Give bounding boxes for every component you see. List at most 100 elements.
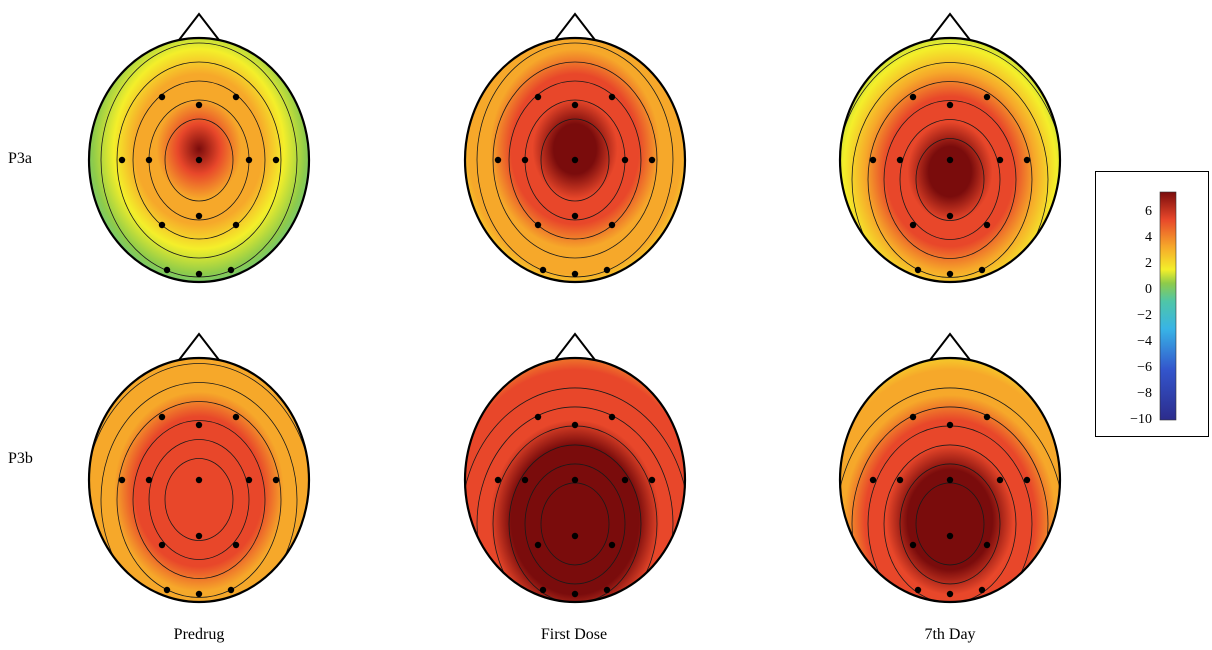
- electrode-dot: [245, 476, 253, 484]
- electrode-dot: [534, 413, 542, 421]
- head-map-p3a-first-dose: [463, 12, 687, 284]
- electrode-dot: [946, 212, 954, 220]
- electrode-dot: [996, 476, 1004, 484]
- electrode-dot: [227, 266, 235, 274]
- electrode-dot: [163, 266, 171, 274]
- electrode-dot: [145, 476, 153, 484]
- electrode-dot: [245, 156, 253, 164]
- column-label-predrug: Predrug: [173, 626, 225, 643]
- electrode-dot: [272, 476, 280, 484]
- electrode-dot: [946, 101, 954, 109]
- head-map-p3a-predrug: [87, 12, 311, 284]
- electrode-dot: [195, 101, 203, 109]
- electrode-dot: [232, 93, 240, 101]
- electrode-dot: [521, 476, 529, 484]
- electrode-dot: [539, 266, 547, 274]
- electrode-dot: [909, 413, 917, 421]
- electrode-dot: [521, 156, 529, 164]
- electrode-dot: [909, 541, 917, 549]
- electrode-dot: [195, 590, 203, 598]
- electrode-dot: [869, 476, 877, 484]
- electrode-dot: [946, 590, 954, 598]
- electrode-dot: [571, 212, 579, 220]
- electrode-dot: [145, 156, 153, 164]
- electrode-dot: [195, 156, 203, 164]
- electrode-dot: [118, 476, 126, 484]
- colorbar-tick-label: −2: [1137, 307, 1152, 323]
- electrode-dot: [158, 221, 166, 229]
- electrode-dot: [1023, 476, 1031, 484]
- electrode-dot: [946, 270, 954, 278]
- electrode-dot: [608, 413, 616, 421]
- electrode-dot: [896, 156, 904, 164]
- column-label-first-dose: First Dose: [540, 626, 608, 643]
- electrode-dot: [534, 541, 542, 549]
- colorbar-gradient: [1159, 191, 1177, 421]
- electrode-dot: [914, 266, 922, 274]
- electrode-dot: [621, 156, 629, 164]
- electrode-dot: [195, 476, 203, 484]
- electrode-dot: [909, 93, 917, 101]
- electrode-dot: [232, 413, 240, 421]
- electrode-dot: [158, 93, 166, 101]
- electrode-dot: [983, 221, 991, 229]
- row-label-p3b: P3b: [8, 450, 33, 467]
- electrode-dot: [195, 532, 203, 540]
- electrode-dot: [534, 93, 542, 101]
- electrode-dot: [946, 532, 954, 540]
- electrode-dot: [571, 532, 579, 540]
- electrode-dot: [946, 421, 954, 429]
- electrode-dot: [909, 221, 917, 229]
- electrode-dot: [983, 413, 991, 421]
- colorbar-tick-label: −10: [1130, 412, 1152, 427]
- electrode-dot: [195, 421, 203, 429]
- electrode-dot: [608, 541, 616, 549]
- row-label-p3a: P3a: [8, 150, 32, 167]
- colorbar-tick-label: 4: [1145, 229, 1152, 245]
- colorbar-tick-label: 6: [1145, 203, 1152, 219]
- colorbar-tick-label: −8: [1137, 385, 1152, 401]
- column-label-7th-day: 7th Day: [924, 626, 976, 643]
- electrode-dot: [608, 93, 616, 101]
- electrode-dot: [571, 421, 579, 429]
- electrode-dot: [158, 413, 166, 421]
- colorbar-tick-label: −6: [1137, 359, 1152, 375]
- electrode-dot: [195, 212, 203, 220]
- electrode-dot: [896, 476, 904, 484]
- electrode-dot: [571, 590, 579, 598]
- electrode-dot: [272, 156, 280, 164]
- electrode-dot: [571, 156, 579, 164]
- electrode-dot: [571, 270, 579, 278]
- electrode-dot: [603, 586, 611, 594]
- colorbar-tick-label: −4: [1137, 333, 1152, 349]
- electrode-dot: [539, 586, 547, 594]
- electrode-dot: [232, 221, 240, 229]
- electrode-dot: [621, 476, 629, 484]
- colorbar-tick-label: 2: [1145, 255, 1152, 271]
- electrode-dot: [571, 476, 579, 484]
- electrode-dot: [648, 156, 656, 164]
- electrode-dot: [494, 156, 502, 164]
- electrode-dot: [163, 586, 171, 594]
- head-map-p3b-7th-day: [838, 332, 1062, 604]
- electrode-dot: [494, 476, 502, 484]
- head-map-p3a-7th-day: [838, 12, 1062, 284]
- electrode-dot: [232, 541, 240, 549]
- electrode-dot: [534, 221, 542, 229]
- electrode-dot: [648, 476, 656, 484]
- electrode-dot: [227, 586, 235, 594]
- electrode-dot: [914, 586, 922, 594]
- electrode-dot: [571, 101, 579, 109]
- electrode-dot: [1023, 156, 1031, 164]
- electrode-dot: [195, 270, 203, 278]
- electrode-dot: [946, 156, 954, 164]
- colorbar-tick-label: 0: [1145, 281, 1152, 297]
- electrode-dot: [608, 221, 616, 229]
- electrode-dot: [118, 156, 126, 164]
- electrode-dot: [946, 476, 954, 484]
- head-map-p3b-first-dose: [463, 332, 687, 604]
- electrode-dot: [869, 156, 877, 164]
- electrode-dot: [983, 93, 991, 101]
- electrode-dot: [158, 541, 166, 549]
- electrode-dot: [603, 266, 611, 274]
